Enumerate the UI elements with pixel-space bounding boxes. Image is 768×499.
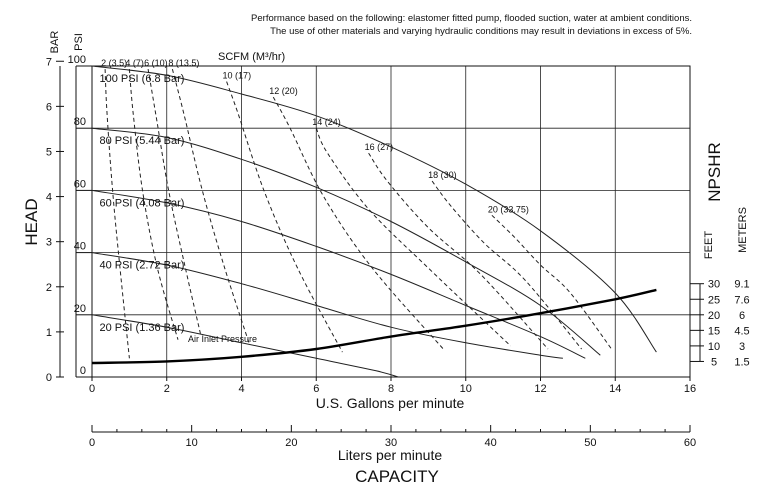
pressure-curve-5 bbox=[91, 314, 399, 378]
x2-tick-label: 60 bbox=[684, 437, 696, 449]
pressure-curve-2 bbox=[91, 127, 601, 356]
scfm-line-10 bbox=[491, 214, 612, 350]
text-layer: Performance based on the following: elas… bbox=[22, 13, 750, 486]
scfm-line-label: 18 (30) bbox=[428, 170, 457, 180]
bar-tick-label: 3 bbox=[46, 237, 52, 249]
scfm-line-label: 6 (10) bbox=[144, 58, 168, 68]
pressure-curve-3 bbox=[91, 189, 586, 359]
x2-tick-label: 30 bbox=[385, 437, 397, 449]
npshr-curve bbox=[91, 288, 657, 365]
scfm-line-8 bbox=[368, 152, 549, 350]
scfm-line-2 bbox=[128, 69, 179, 340]
bar-tick-label: 1 bbox=[46, 327, 52, 339]
x-tick-label: 16 bbox=[684, 383, 696, 395]
npshr-meters-tick: 7.6 bbox=[734, 294, 749, 306]
capacity-label: CAPACITY bbox=[355, 467, 439, 486]
pressure-curve-4 bbox=[91, 252, 563, 359]
npshr-feet-unit: FEET bbox=[703, 231, 715, 259]
x2-tick-label: 0 bbox=[89, 437, 95, 449]
npshr-meters-tick: 1.5 bbox=[734, 356, 749, 368]
npshr-meters-unit: METERS bbox=[737, 207, 749, 253]
scfm-line-5 bbox=[226, 81, 343, 353]
scfm-label: SCFM (M³/hr) bbox=[218, 51, 285, 63]
pressure-curve-label: 80 PSI (5.44 Bar) bbox=[99, 135, 184, 147]
psi-unit-label: PSI bbox=[73, 33, 85, 51]
bar-tick-label: 2 bbox=[46, 282, 52, 294]
x2-tick-label: 40 bbox=[485, 437, 497, 449]
npshr-feet-tick: 5 bbox=[711, 356, 717, 368]
pressure-curve-label: 100 PSI (6.8 Bar) bbox=[99, 73, 184, 85]
pressure-curve-label: 40 PSI (2.72 Bar) bbox=[99, 260, 184, 272]
x2-axis-label: Liters per minute bbox=[338, 447, 442, 463]
pressure-curve-label: 20 PSI (1.36 Bar) bbox=[99, 322, 184, 334]
scfm-line-label: 8 (13.5) bbox=[168, 58, 199, 68]
npshr-feet-tick: 20 bbox=[708, 310, 720, 322]
npshr-meters-tick: 6 bbox=[739, 310, 745, 322]
npshr-feet-tick: 25 bbox=[708, 294, 720, 306]
npshr-meters-tick: 3 bbox=[739, 341, 745, 353]
scfm-line-label: 16 (27) bbox=[365, 142, 394, 152]
psi-tick-label: 0 bbox=[80, 365, 86, 377]
npshr-meters-tick: 9.1 bbox=[734, 279, 749, 291]
scfm-line-label: 20 (33.75) bbox=[488, 204, 529, 214]
x-tick-label: 12 bbox=[534, 383, 546, 395]
bar-unit-label: BAR bbox=[49, 31, 61, 54]
scfm-line-label: 10 (17) bbox=[223, 71, 252, 81]
bar-tick-label: 4 bbox=[46, 192, 52, 204]
x-tick-label: 8 bbox=[388, 383, 394, 395]
scfm-line-9 bbox=[431, 180, 582, 350]
x-tick-label: 14 bbox=[609, 383, 621, 395]
npshr-feet-tick: 30 bbox=[708, 279, 720, 291]
grid-layer bbox=[56, 60, 704, 433]
psi-tick-label: 80 bbox=[74, 116, 86, 128]
npshr-label: NPSHR bbox=[705, 142, 724, 202]
air-inlet-pressure-label: Air Inlet Pressure bbox=[188, 334, 257, 344]
pressure-curve-1 bbox=[91, 65, 657, 353]
scfm-line-6 bbox=[272, 96, 444, 350]
pressure-curve-label: 60 PSI (4.08 Bar) bbox=[99, 197, 184, 209]
x-axis-label: U.S. Gallons per minute bbox=[316, 395, 465, 411]
npshr-feet-tick: 10 bbox=[708, 341, 720, 353]
psi-tick-label: 60 bbox=[74, 178, 86, 190]
note-line-1: Performance based on the following: elas… bbox=[251, 13, 692, 24]
y-axis-label: HEAD bbox=[22, 198, 41, 245]
x-tick-label: 0 bbox=[89, 383, 95, 395]
scfm-line-1 bbox=[104, 69, 130, 359]
x2-tick-label: 10 bbox=[186, 437, 198, 449]
npshr-meters-tick: 4.5 bbox=[734, 325, 749, 337]
scfm-line-4 bbox=[171, 68, 250, 343]
psi-tick-label: 40 bbox=[74, 241, 86, 253]
scfm-line-label: 2 (3.5) bbox=[101, 58, 127, 68]
x-tick-label: 6 bbox=[313, 383, 319, 395]
lines-layer bbox=[91, 65, 657, 378]
x-tick-label: 4 bbox=[238, 383, 244, 395]
x2-tick-label: 20 bbox=[285, 437, 297, 449]
bar-tick-label: 5 bbox=[46, 146, 52, 158]
psi-tick-label: 100 bbox=[68, 54, 86, 66]
x2-tick-label: 50 bbox=[584, 437, 596, 449]
scfm-line-7 bbox=[315, 127, 511, 347]
npshr-feet-tick: 15 bbox=[708, 325, 720, 337]
bar-tick-label: 6 bbox=[46, 101, 52, 113]
note-line-2: The use of other materials and varying h… bbox=[270, 26, 692, 37]
scfm-line-label: 14 (24) bbox=[312, 117, 341, 127]
scfm-line-label: 12 (20) bbox=[269, 86, 298, 96]
scfm-line-3 bbox=[147, 69, 201, 334]
bar-tick-label: 7 bbox=[46, 56, 52, 68]
scfm-line-label: 4 (7) bbox=[125, 58, 144, 68]
bar-tick-label: 0 bbox=[46, 372, 52, 384]
x-tick-label: 10 bbox=[460, 383, 472, 395]
psi-tick-label: 20 bbox=[74, 303, 86, 315]
x-tick-label: 2 bbox=[164, 383, 170, 395]
